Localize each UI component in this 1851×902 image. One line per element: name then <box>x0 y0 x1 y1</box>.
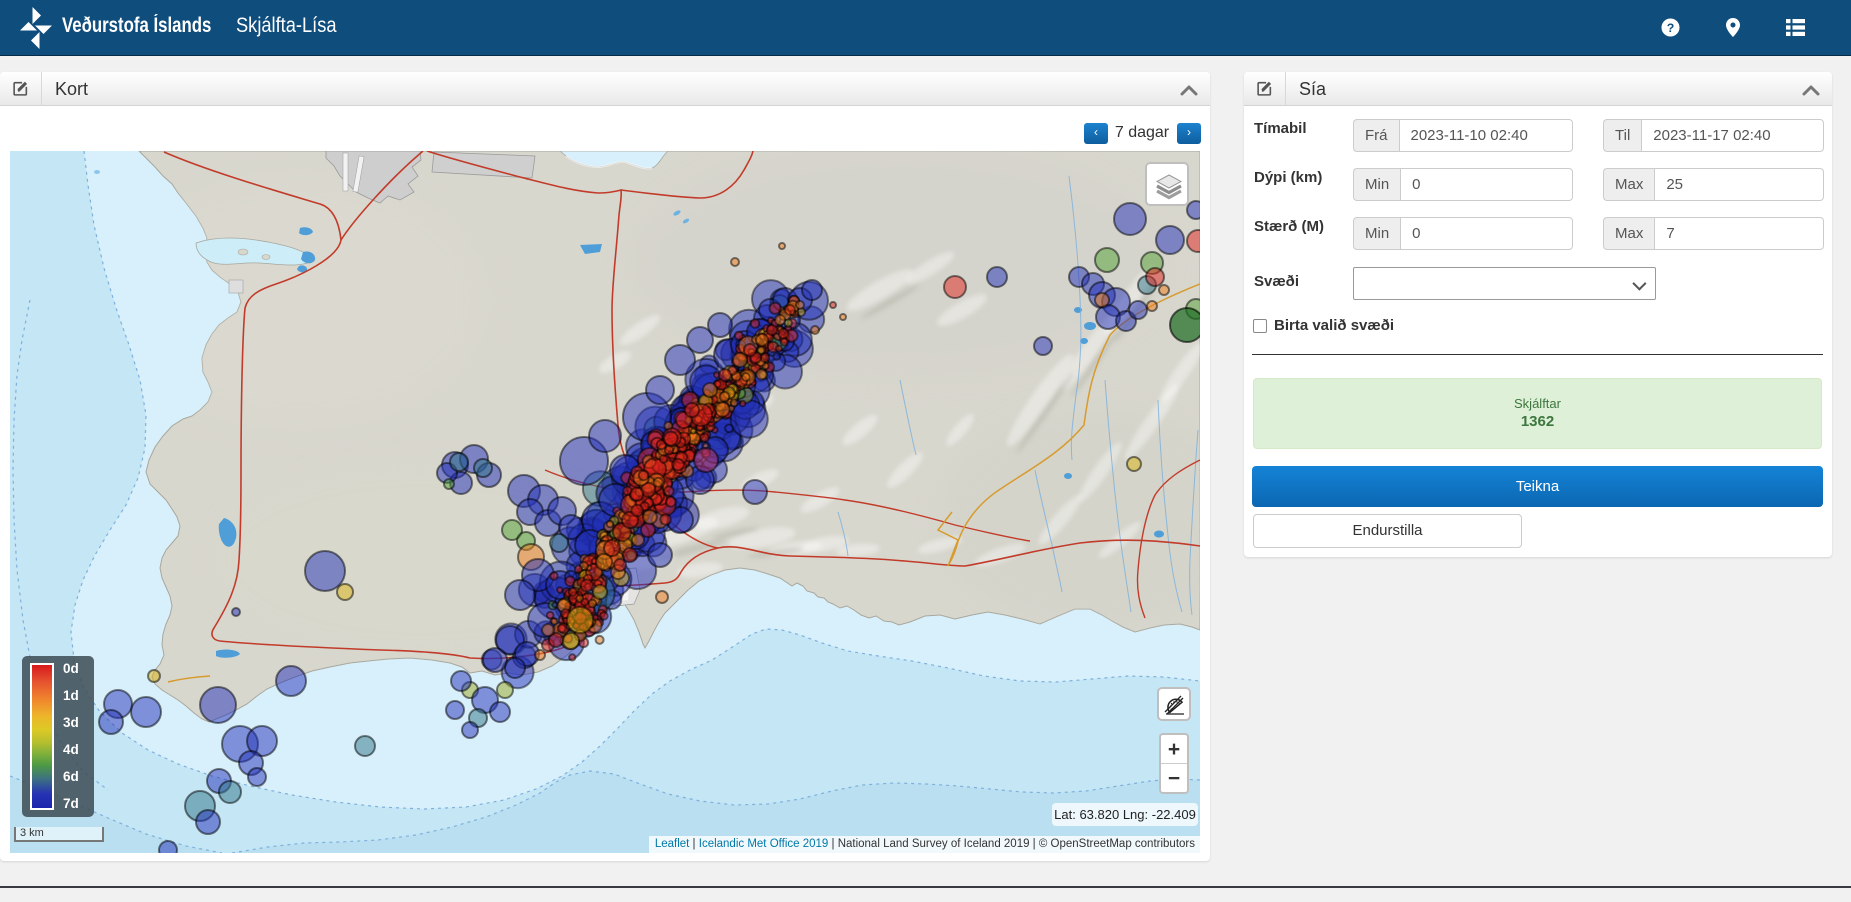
svg-text:?: ? <box>1667 21 1675 35</box>
